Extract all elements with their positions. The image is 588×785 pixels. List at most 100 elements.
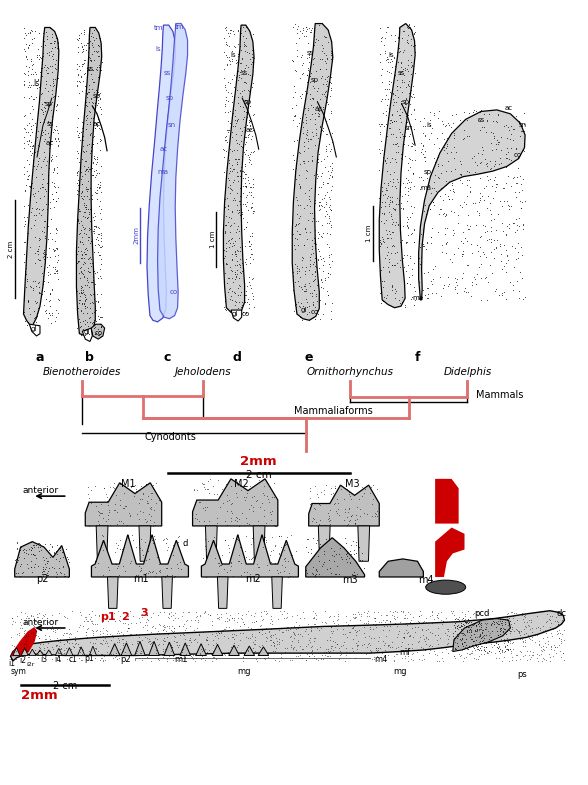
Point	[423, 633, 433, 645]
Point	[52, 81, 61, 93]
Point	[75, 316, 84, 328]
Point	[461, 286, 470, 298]
Point	[151, 644, 161, 656]
Point	[35, 115, 44, 128]
Point	[330, 568, 340, 580]
Point	[297, 313, 306, 326]
Point	[26, 610, 35, 623]
Point	[239, 166, 249, 179]
Point	[31, 195, 41, 208]
Point	[227, 54, 236, 67]
Point	[98, 616, 107, 629]
Point	[491, 283, 500, 295]
Point	[248, 123, 258, 136]
Point	[486, 646, 496, 659]
Point	[463, 614, 473, 626]
Point	[47, 641, 56, 653]
Point	[519, 628, 529, 641]
Point	[153, 625, 163, 637]
Point	[34, 652, 43, 664]
Point	[51, 32, 61, 45]
Point	[450, 280, 459, 293]
Point	[311, 563, 320, 575]
Point	[82, 631, 92, 644]
Point	[302, 640, 311, 652]
Point	[403, 37, 413, 49]
Point	[78, 139, 88, 152]
Point	[106, 480, 115, 493]
Point	[33, 648, 42, 661]
Point	[421, 615, 430, 628]
Point	[74, 87, 83, 100]
Point	[91, 480, 100, 492]
Point	[493, 208, 502, 221]
Point	[223, 123, 233, 136]
Point	[225, 154, 234, 166]
Point	[162, 655, 172, 667]
Point	[230, 90, 239, 103]
Point	[26, 555, 36, 568]
Point	[221, 94, 230, 107]
Point	[322, 115, 331, 127]
Point	[393, 641, 403, 653]
Point	[299, 155, 308, 167]
Point	[456, 114, 465, 126]
Point	[152, 497, 161, 509]
Point	[43, 232, 52, 245]
Point	[301, 284, 310, 297]
Point	[326, 517, 335, 530]
Point	[152, 633, 162, 645]
Point	[355, 541, 364, 553]
Point	[377, 647, 387, 659]
Point	[383, 184, 392, 196]
Point	[390, 218, 399, 231]
Point	[403, 637, 413, 650]
Point	[245, 230, 255, 243]
Point	[76, 328, 85, 341]
Point	[184, 639, 193, 652]
Point	[512, 177, 522, 189]
Point	[485, 233, 494, 246]
Point	[462, 179, 472, 192]
Point	[363, 647, 372, 659]
Point	[83, 174, 93, 187]
Point	[243, 148, 252, 161]
Point	[472, 268, 482, 280]
Point	[114, 633, 123, 646]
Point	[404, 213, 413, 225]
Point	[338, 553, 347, 565]
Point	[403, 221, 413, 234]
Point	[471, 612, 480, 624]
Point	[437, 238, 447, 250]
Point	[427, 274, 436, 287]
Point	[33, 243, 42, 255]
Point	[82, 327, 92, 340]
Point	[378, 155, 387, 168]
Point	[390, 166, 399, 178]
Point	[202, 543, 211, 556]
Point	[457, 605, 466, 618]
Point	[81, 648, 91, 661]
Point	[484, 635, 493, 648]
Point	[493, 134, 502, 147]
Point	[462, 189, 472, 202]
Point	[303, 23, 312, 35]
Point	[396, 68, 405, 80]
Point	[65, 654, 75, 666]
Point	[139, 487, 148, 500]
Text: ma: ma	[158, 170, 169, 175]
Point	[245, 115, 255, 127]
Point	[303, 134, 313, 147]
Point	[342, 641, 351, 654]
Point	[315, 203, 325, 216]
Point	[504, 619, 513, 631]
Point	[502, 152, 511, 165]
Point	[232, 115, 241, 127]
Point	[214, 560, 223, 572]
Point	[95, 609, 104, 622]
Point	[376, 68, 386, 81]
Point	[52, 267, 61, 279]
Point	[133, 568, 143, 581]
Point	[374, 631, 383, 644]
Polygon shape	[309, 485, 379, 526]
